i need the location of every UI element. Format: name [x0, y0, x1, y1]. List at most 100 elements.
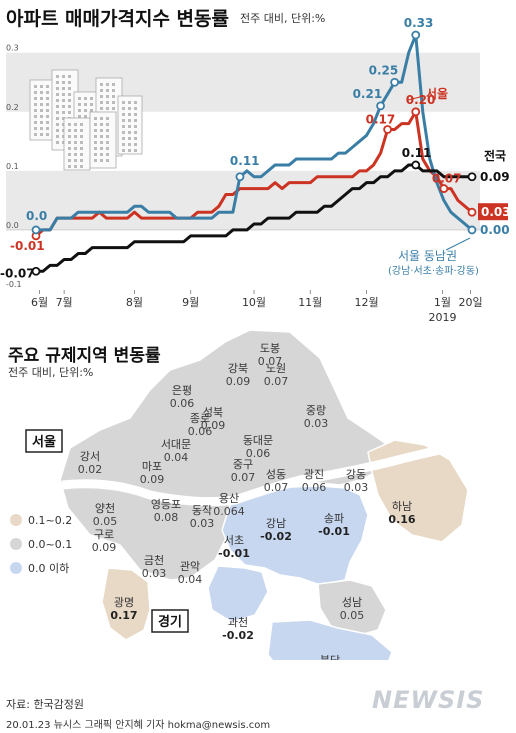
map-subtitle: 전주 대비, 단위:% — [8, 366, 94, 379]
district-name: 성북 — [203, 406, 223, 419]
data-point — [31, 225, 41, 235]
gyeonggi-label: 경기 — [158, 614, 182, 630]
series-label-seoul: 서울 — [426, 86, 448, 101]
district-마포: 마포0.09 — [140, 460, 165, 486]
data-point — [383, 125, 393, 134]
district-name: 노원 — [266, 362, 286, 375]
map-title: 주요 규제지역 변동률 — [8, 346, 161, 366]
district-value: 0.09 — [226, 375, 251, 388]
district-하남: 하남0.16 — [388, 499, 415, 526]
chart-subtitle: 전주 대비, 단위:% — [240, 12, 326, 25]
district-용산: 용산0.064 — [213, 492, 245, 518]
legend-label: 0.0 이하 — [28, 561, 69, 575]
district-성동: 성동0.07 — [264, 468, 289, 494]
x-tick-label: 8월 — [126, 296, 143, 309]
data-label: 0.09 — [480, 170, 510, 184]
district-name: 구로 — [94, 528, 114, 541]
data-point — [467, 225, 477, 235]
x-tick-label: 7월 — [56, 296, 73, 309]
district-은평: 은평0.06 — [170, 384, 195, 410]
district-value: 0.09 — [92, 541, 117, 554]
series-label-southeast: 서울 동남권 — [398, 249, 457, 263]
data-point — [467, 172, 477, 182]
district-value: 0.03 — [304, 417, 329, 430]
data-label: -0.07 — [0, 266, 35, 280]
district-name: 금천 — [144, 553, 164, 567]
data-label: 0.07 — [432, 172, 462, 186]
district-value: 0.04 — [178, 573, 203, 586]
district-도봉: 도봉0.07 — [258, 342, 283, 368]
district-name: 서대문 — [161, 438, 191, 451]
data-point — [439, 184, 449, 193]
data-label: 0.11 — [230, 154, 260, 168]
district-name: 영등포 — [151, 498, 181, 511]
legend-swatch — [10, 514, 22, 526]
district-서초: 서초-0.01 — [218, 534, 250, 560]
x-tick-label: 11월 — [298, 296, 322, 309]
data-point — [235, 172, 245, 182]
district-name: 과천 — [228, 615, 248, 629]
x-tick-label: 1월 — [434, 296, 451, 309]
legend-swatch — [10, 562, 22, 574]
district-광명: 광명0.17 — [110, 596, 137, 622]
gyeonggi-label-box — [151, 609, 189, 633]
gwangmyeong-region — [101, 567, 151, 641]
credit-line: 20.01.23 뉴시스 그래픽 안지혜 기자 hokma@newsis.com — [6, 720, 271, 731]
district-관악: 관악0.04 — [178, 560, 203, 586]
data-point — [31, 266, 41, 276]
district-value: 0.07 — [264, 375, 289, 388]
data-point — [376, 101, 385, 111]
data-point — [467, 207, 477, 217]
x-year-label: 2019 — [428, 311, 456, 324]
leader-line — [445, 237, 471, 251]
district-value: 0.07 — [264, 481, 289, 494]
series-sublabel-southeast: (강남·서초·송파·강동) — [388, 265, 479, 277]
data-label: 0.33 — [404, 16, 434, 30]
data-label: 0.17 — [366, 113, 396, 127]
district-name: 동작 — [192, 504, 212, 517]
legend-label: 0.0~0.1 — [28, 538, 72, 551]
district-value: 0.08 — [154, 511, 179, 524]
gwacheon-region — [207, 565, 269, 623]
district-value: 0.03 — [190, 517, 215, 530]
district-name: 서초 — [224, 534, 244, 547]
y-tick-label: -0.1 — [6, 280, 22, 289]
district-중랑: 중랑0.03 — [304, 404, 329, 430]
district-value: 0.03 — [142, 567, 167, 580]
district-과천: 과천-0.02 — [222, 615, 254, 642]
data-point — [390, 77, 400, 87]
data-label: 0.0 — [26, 209, 47, 223]
seoul-label-box — [25, 429, 63, 453]
data-point — [411, 30, 421, 40]
district-송파: 송파-0.01 — [318, 512, 350, 538]
district-name: 동대문 — [243, 434, 273, 447]
district-name: 강동 — [346, 468, 366, 481]
x-tick-label: 12월 — [354, 296, 378, 309]
leader-line — [407, 95, 425, 101]
district-name: 하남 — [392, 499, 412, 513]
district-name: 강서 — [80, 450, 100, 463]
source-note: 자료: 한국감정원 — [6, 698, 85, 711]
district-name: 강북 — [228, 362, 248, 375]
x-tick-label: 9월 — [182, 296, 199, 309]
district-구로: 구로0.09 — [92, 528, 117, 554]
grid-band — [6, 170, 480, 230]
district-name: 성남 — [342, 596, 362, 609]
district-value: 0.02 — [78, 463, 103, 476]
district-value: 0.05 — [340, 609, 365, 622]
y-tick-label: 0.2 — [6, 103, 19, 112]
data-label: 0.21 — [353, 87, 383, 101]
seoul-label: 서울 — [32, 434, 56, 450]
bundang-region — [267, 619, 393, 660]
x-tick-label: 20일 — [459, 295, 483, 309]
district-map: 도봉0.07강북0.09노원0.07은평0.06성북0.09중랑0.03종로0.… — [10, 330, 469, 660]
district-value: 0.16 — [388, 513, 415, 526]
end-value-box — [478, 203, 508, 221]
data-label: -0.01 — [10, 239, 45, 253]
series-line-서울 동남권 — [36, 33, 473, 232]
series-line-서울 — [35, 110, 473, 237]
district-value: 0.06 — [302, 481, 327, 494]
